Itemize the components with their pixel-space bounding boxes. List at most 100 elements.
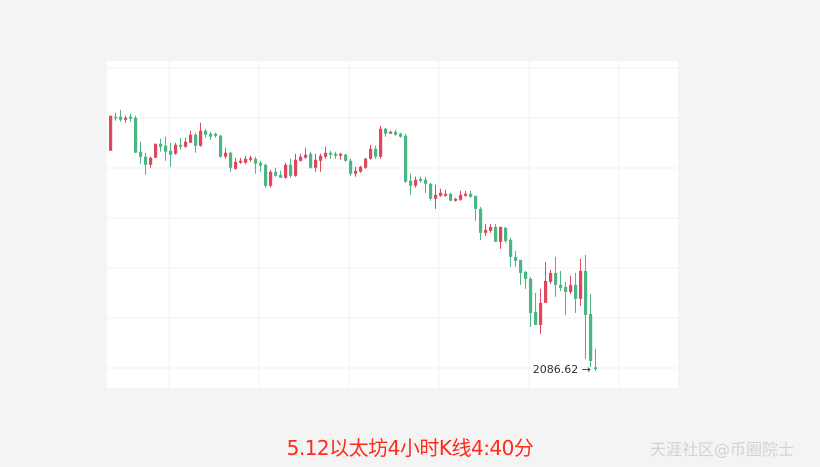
candle-body — [529, 278, 533, 313]
candle-body — [574, 284, 578, 299]
candle-body — [114, 116, 118, 119]
candle-body — [404, 135, 408, 182]
candle-body — [319, 155, 323, 161]
candle-body — [409, 180, 413, 186]
candle-body — [424, 179, 428, 184]
candle-body — [509, 239, 513, 257]
candle-body — [274, 171, 278, 176]
candle-body — [199, 130, 203, 146]
candle-body — [269, 171, 273, 186]
candle-body — [479, 208, 483, 233]
candle-body — [204, 130, 208, 135]
candle-body — [519, 259, 523, 273]
candle-body — [434, 194, 438, 199]
candle-body — [394, 131, 398, 135]
candle-body — [414, 179, 418, 186]
candle-body — [194, 134, 198, 146]
candle-body — [154, 143, 158, 158]
candle-body — [514, 256, 518, 261]
candle-body — [229, 152, 233, 168]
candle-body — [544, 280, 548, 303]
candle-body — [299, 156, 303, 161]
candle-body — [129, 116, 133, 119]
candle-body — [504, 227, 508, 241]
candle-body — [549, 272, 553, 282]
candle-body — [439, 192, 443, 196]
candle-body — [489, 226, 493, 231]
candle-body — [429, 183, 433, 199]
candle-body — [334, 153, 338, 156]
candle-body — [419, 178, 423, 181]
candle-body — [209, 133, 213, 137]
candle-body — [249, 157, 253, 160]
candle-body — [459, 194, 463, 200]
candle-body — [464, 193, 468, 196]
candle-body — [494, 226, 498, 242]
candle-body — [109, 115, 113, 151]
candle-body — [304, 154, 308, 158]
candle-body — [524, 271, 528, 279]
candle-body — [584, 270, 588, 315]
candle-body — [159, 143, 163, 147]
candle-body — [469, 193, 473, 197]
candle-body — [164, 145, 168, 152]
candle-body — [554, 272, 558, 285]
candle-body — [149, 157, 153, 165]
candle-body — [289, 164, 293, 176]
candle-body — [534, 311, 538, 325]
candle-body — [144, 156, 148, 165]
candle-body — [284, 164, 288, 178]
candle-body — [594, 367, 598, 370]
candle-body — [569, 284, 573, 292]
candle-body — [294, 159, 298, 176]
candle-body — [124, 117, 128, 120]
candle-body — [364, 158, 368, 168]
watermark: 天涯社区@币圈院士 — [650, 440, 795, 459]
candle-body — [444, 193, 448, 196]
candle-body — [559, 284, 563, 288]
candle-body — [239, 160, 243, 163]
candle-body — [349, 160, 353, 174]
candle-body — [234, 161, 238, 169]
candle-body — [324, 152, 328, 157]
candle-body — [369, 148, 373, 159]
candle-body — [214, 133, 218, 136]
candle-body — [579, 270, 583, 299]
candle-body — [539, 302, 543, 325]
candle-body — [264, 164, 268, 186]
candle-body — [259, 162, 263, 166]
chart-caption: 5.12以太坊4小时K线4:40分 — [286, 436, 534, 460]
candle-body — [474, 195, 478, 209]
candlestick-chart: 2086.62 → — [107, 61, 678, 388]
candle-body — [359, 166, 363, 172]
candle-body — [339, 153, 343, 156]
candle-body — [314, 159, 318, 168]
candle-body — [179, 144, 183, 147]
candle-body — [219, 135, 223, 157]
chart-plot: 2086.62 → — [107, 61, 678, 388]
candle-body — [384, 128, 388, 134]
candle-body — [174, 144, 178, 154]
candle-body — [189, 134, 193, 143]
candle-body — [279, 174, 283, 178]
candle-body — [119, 116, 123, 120]
candle-body — [244, 158, 248, 163]
candle-body — [499, 226, 503, 242]
candle-body — [389, 131, 393, 134]
candle-body — [379, 128, 383, 157]
candle-body — [374, 148, 378, 157]
candle-body — [589, 313, 593, 361]
candle-body — [184, 141, 188, 147]
candle-body — [224, 152, 228, 157]
candle-body — [484, 229, 488, 233]
candle-body — [564, 286, 568, 292]
candle-body — [134, 117, 138, 153]
last-price-label: 2086.62 → — [533, 363, 591, 376]
candle-body — [449, 193, 453, 201]
candle-body — [454, 198, 458, 201]
candle-body — [399, 133, 403, 137]
candle-body — [354, 170, 358, 174]
candle-body — [254, 158, 258, 164]
candle-body — [309, 153, 313, 168]
candle-body — [139, 151, 143, 157]
